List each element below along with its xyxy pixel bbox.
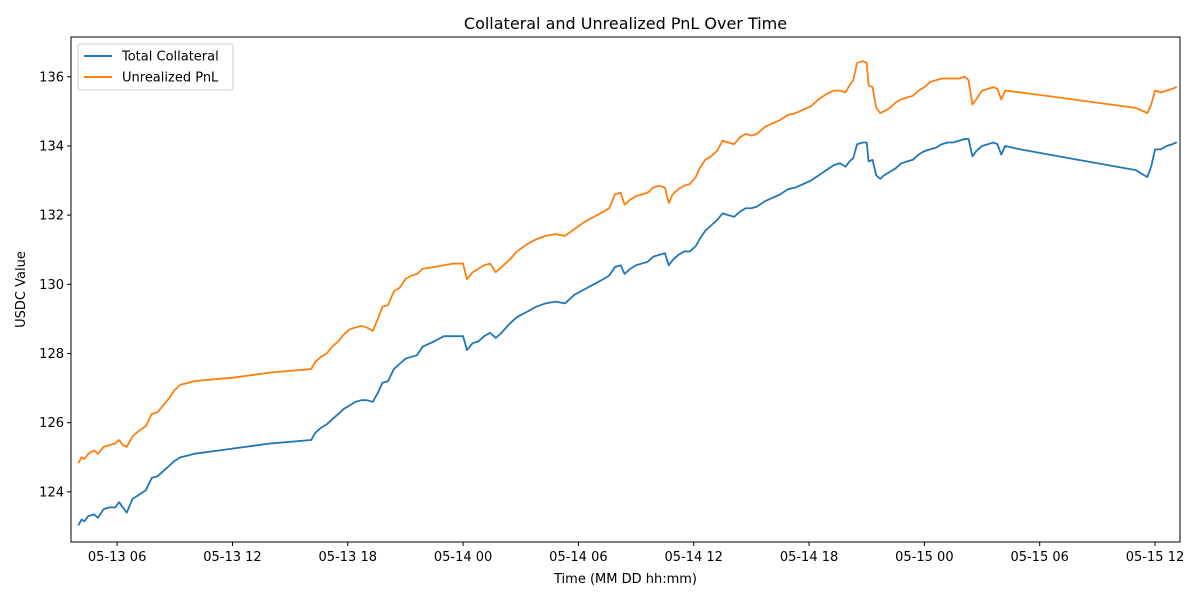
y-tick-label: 134 (39, 139, 64, 154)
plot-area (70, 36, 1181, 543)
x-axis-label: Time (MM DD hh:mm) (553, 572, 697, 587)
y-tick-label: 132 (39, 209, 64, 224)
x-tick-label: 05-15 12 (1126, 550, 1184, 565)
x-tick-label: 05-14 12 (665, 550, 723, 565)
legend-box (77, 43, 234, 91)
x-tick-label: 05-14 06 (549, 550, 607, 565)
y-tick-label: 130 (39, 278, 64, 293)
series-layer (77, 60, 1178, 526)
y-tick-label: 126 (39, 416, 64, 431)
legend-label-total-collateral: Total Collateral (121, 50, 219, 65)
x-tick-label: 05-15 06 (1010, 550, 1068, 565)
series-line-unrealized-pnl (77, 60, 1178, 464)
legend: Total Collateral Unrealized PnL (77, 43, 234, 91)
axes-frame (70, 36, 1181, 543)
x-axis: 05-13 06 05-13 12 05-13 18 05-14 00 05-14 06… (88, 542, 1184, 565)
y-tick-label: 136 (39, 70, 64, 85)
y-tick-label: 128 (39, 347, 64, 362)
series-line-total-collateral (77, 138, 1178, 526)
chart-title: Collateral and Unrealized PnL Over Time (464, 14, 787, 33)
x-tick-label: 05-13 18 (319, 550, 377, 565)
y-axis-label: USDC Value (14, 251, 29, 328)
x-tick-label: 05-14 00 (434, 550, 492, 565)
x-tick-label: 05-13 12 (203, 550, 261, 565)
x-tick-label: 05-13 06 (88, 550, 146, 565)
x-tick-label: 05-15 00 (895, 550, 953, 565)
x-tick-label: 05-14 18 (780, 550, 838, 565)
legend-label-unrealized-pnl: Unrealized PnL (122, 71, 219, 86)
y-tick-label: 124 (39, 485, 64, 500)
y-axis: 124 126 128 130 132 134 136 (39, 70, 71, 500)
